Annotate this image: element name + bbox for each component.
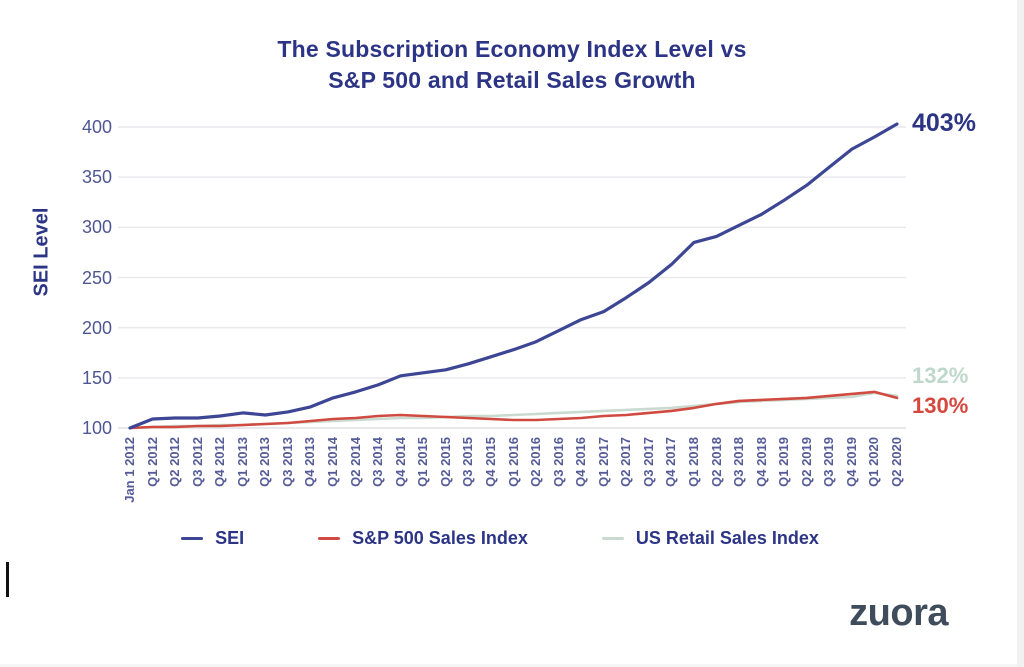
chart-title: The Subscription Economy Index Level vs … xyxy=(0,34,1024,96)
legend-label: S&P 500 Sales Index xyxy=(352,528,528,548)
series-line-s-p-500-sales-index xyxy=(128,390,899,430)
chart-title-line1: The Subscription Economy Index Level vs xyxy=(277,36,747,62)
legend-swatch-icon xyxy=(601,536,624,541)
text-cursor-mark xyxy=(6,562,9,597)
x-tick-label-q3-2017: Q3 2017 xyxy=(640,437,656,487)
chart-legend: SEI S&P 500 Sales Index US Retail Sales In… xyxy=(0,528,1000,549)
x-tick-label-q3-2013: Q3 2013 xyxy=(279,437,295,487)
legend-swatch-icon xyxy=(181,536,204,541)
x-tick-label-q4-2017: Q4 2017 xyxy=(663,437,679,487)
x-tick-label-q3-2019: Q3 2019 xyxy=(821,437,837,487)
legend-swatch-icon xyxy=(318,536,341,541)
x-tick-label-q1-2017: Q1 2017 xyxy=(595,437,611,487)
x-tick-label-q2-2016: Q2 2016 xyxy=(528,437,544,487)
y-tick-label-100: 100 xyxy=(81,418,112,438)
x-tick-label-q2-2012: Q2 2012 xyxy=(167,437,183,487)
zuora-logo: zuora xyxy=(849,592,948,634)
x-tick-label-q3-2018: Q3 2018 xyxy=(731,437,747,487)
x-tick-label-q2-2020: Q2 2020 xyxy=(889,437,904,487)
x-tick-label-q3-2016: Q3 2016 xyxy=(550,437,566,487)
y-tick-label-300: 300 xyxy=(81,217,112,238)
x-tick-label-q1-2016: Q1 2016 xyxy=(505,437,521,487)
x-tick-label-q3-2012: Q3 2012 xyxy=(189,437,205,487)
x-tick-label-q1-2013: Q1 2013 xyxy=(234,437,250,487)
x-tick-label-q1-2018: Q1 2018 xyxy=(685,437,701,487)
x-tick-label-q2-2019: Q2 2019 xyxy=(798,437,814,487)
end-label-sei: 403% xyxy=(912,109,976,138)
legend-item-s-p-500-sales-index: S&P 500 Sales Index xyxy=(318,528,528,549)
chart-title-line2: S&P 500 and Retail Sales Growth xyxy=(328,67,696,93)
x-tick-label-q4-2014: Q4 2014 xyxy=(392,437,408,487)
end-label-s-p-500-sales-index: 130% xyxy=(912,392,969,418)
legend-label: US Retail Sales Index xyxy=(635,528,819,548)
series-line-sei xyxy=(128,122,899,430)
legend-item-us-retail-sales-index: US Retail Sales Index xyxy=(601,528,819,549)
x-tick-label-jan-1-2012: Jan 1 2012 xyxy=(122,437,137,503)
x-tick-label-q1-2019: Q1 2019 xyxy=(776,437,792,487)
x-tick-label-q3-2014: Q3 2014 xyxy=(370,437,386,487)
x-tick-label-q4-2019: Q4 2019 xyxy=(843,437,859,487)
x-tick-label-q4-2013: Q4 2013 xyxy=(302,437,318,487)
y-tick-label-350: 350 xyxy=(81,167,112,188)
x-tick-label-q1-2015: Q1 2015 xyxy=(415,437,431,487)
x-tick-label-q1-2014: Q1 2014 xyxy=(325,437,341,487)
y-tick-label-150: 150 xyxy=(81,367,112,388)
end-label-us-retail-sales-index: 132% xyxy=(912,362,969,388)
x-tick-label-q3-2015: Q3 2015 xyxy=(460,437,476,487)
x-tick-label-q1-2020: Q1 2020 xyxy=(866,437,882,487)
y-tick-label-250: 250 xyxy=(81,267,112,288)
legend-label: SEI xyxy=(215,528,245,548)
x-tick-label-q2-2014: Q2 2014 xyxy=(347,437,363,487)
x-tick-label-q1-2012: Q1 2012 xyxy=(144,437,160,487)
x-tick-label-q4-2018: Q4 2018 xyxy=(753,437,769,487)
y-tick-label-200: 200 xyxy=(81,317,112,338)
x-tick-label-q4-2012: Q4 2012 xyxy=(212,437,228,487)
x-tick-label-q4-2015: Q4 2015 xyxy=(482,437,498,487)
y-tick-label-400: 400 xyxy=(81,117,112,137)
legend-item-sei: SEI xyxy=(181,528,244,549)
x-tick-label-q2-2018: Q2 2018 xyxy=(708,437,724,487)
x-tick-label-q2-2017: Q2 2017 xyxy=(618,437,634,487)
x-tick-label-q2-2013: Q2 2013 xyxy=(257,437,273,487)
x-tick-label-q2-2015: Q2 2015 xyxy=(437,437,453,487)
x-tick-label-q4-2016: Q4 2016 xyxy=(573,437,589,487)
